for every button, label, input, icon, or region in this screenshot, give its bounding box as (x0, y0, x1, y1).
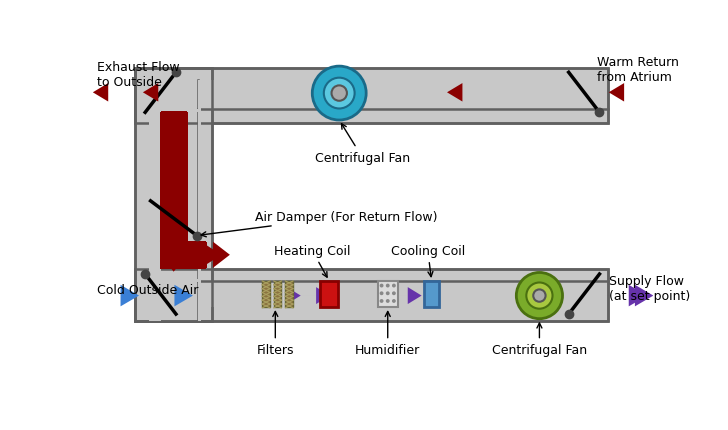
Bar (135, 68, 608, 124)
Bar (149, 281, 594, 307)
Circle shape (392, 292, 396, 295)
Bar (161, 111, 187, 265)
Circle shape (324, 79, 355, 109)
Bar (161, 111, 187, 256)
FancyArrow shape (608, 285, 654, 307)
Circle shape (386, 284, 389, 288)
FancyArrow shape (165, 132, 183, 178)
Circle shape (312, 67, 366, 121)
Bar (149, 81, 594, 110)
Circle shape (386, 299, 389, 303)
Bar (262, 281, 270, 307)
Bar (135, 269, 608, 321)
Bar (149, 81, 162, 321)
Bar (135, 68, 212, 321)
FancyArrow shape (161, 255, 187, 272)
FancyArrow shape (93, 84, 135, 102)
Bar (161, 242, 207, 268)
Circle shape (516, 273, 563, 319)
Circle shape (386, 292, 389, 295)
Bar (320, 281, 339, 307)
Text: Centrifugal Fan: Centrifugal Fan (492, 323, 587, 356)
Circle shape (526, 283, 553, 309)
Bar (378, 281, 397, 307)
FancyArrow shape (139, 285, 193, 307)
FancyArrow shape (93, 285, 139, 307)
Circle shape (331, 86, 347, 101)
Text: Filters: Filters (256, 312, 294, 356)
Circle shape (379, 299, 384, 303)
Text: Warm Return
from Atrium: Warm Return from Atrium (597, 55, 679, 83)
Text: Heating Coil: Heating Coil (274, 245, 350, 277)
Bar (274, 281, 282, 307)
FancyArrow shape (258, 287, 301, 304)
FancyArrow shape (605, 285, 647, 307)
Bar (198, 81, 202, 321)
Text: Humidifier: Humidifier (355, 312, 420, 356)
Text: Exhaust Flow
to Outside: Exhaust Flow to Outside (97, 61, 179, 89)
Text: Cold Outside Air: Cold Outside Air (97, 283, 198, 296)
Bar (135, 269, 608, 321)
FancyArrow shape (447, 84, 539, 102)
Circle shape (379, 284, 384, 288)
Text: Centrifugal Fan: Centrifugal Fan (314, 124, 410, 164)
Circle shape (534, 290, 545, 302)
FancyArrow shape (160, 232, 188, 263)
FancyArrow shape (165, 205, 183, 255)
Bar (149, 279, 198, 283)
Bar (149, 110, 198, 112)
Circle shape (379, 292, 384, 295)
FancyArrow shape (389, 287, 422, 304)
Bar (149, 81, 198, 321)
Bar (160, 241, 206, 269)
Bar (135, 68, 212, 321)
Circle shape (392, 284, 396, 288)
FancyArrow shape (301, 287, 330, 304)
Bar (135, 68, 608, 124)
Text: Air Damper (For Return Flow): Air Damper (For Return Flow) (201, 210, 437, 237)
Bar (160, 113, 188, 244)
Bar (424, 281, 439, 307)
FancyArrow shape (160, 241, 221, 269)
Text: Cooling Coil: Cooling Coil (391, 245, 465, 277)
FancyArrow shape (207, 242, 230, 268)
FancyArrow shape (143, 84, 205, 102)
FancyArrow shape (609, 84, 651, 102)
Text: Supply Flow
(at set point): Supply Flow (at set point) (609, 274, 690, 302)
Bar (285, 281, 293, 307)
Circle shape (392, 299, 396, 303)
